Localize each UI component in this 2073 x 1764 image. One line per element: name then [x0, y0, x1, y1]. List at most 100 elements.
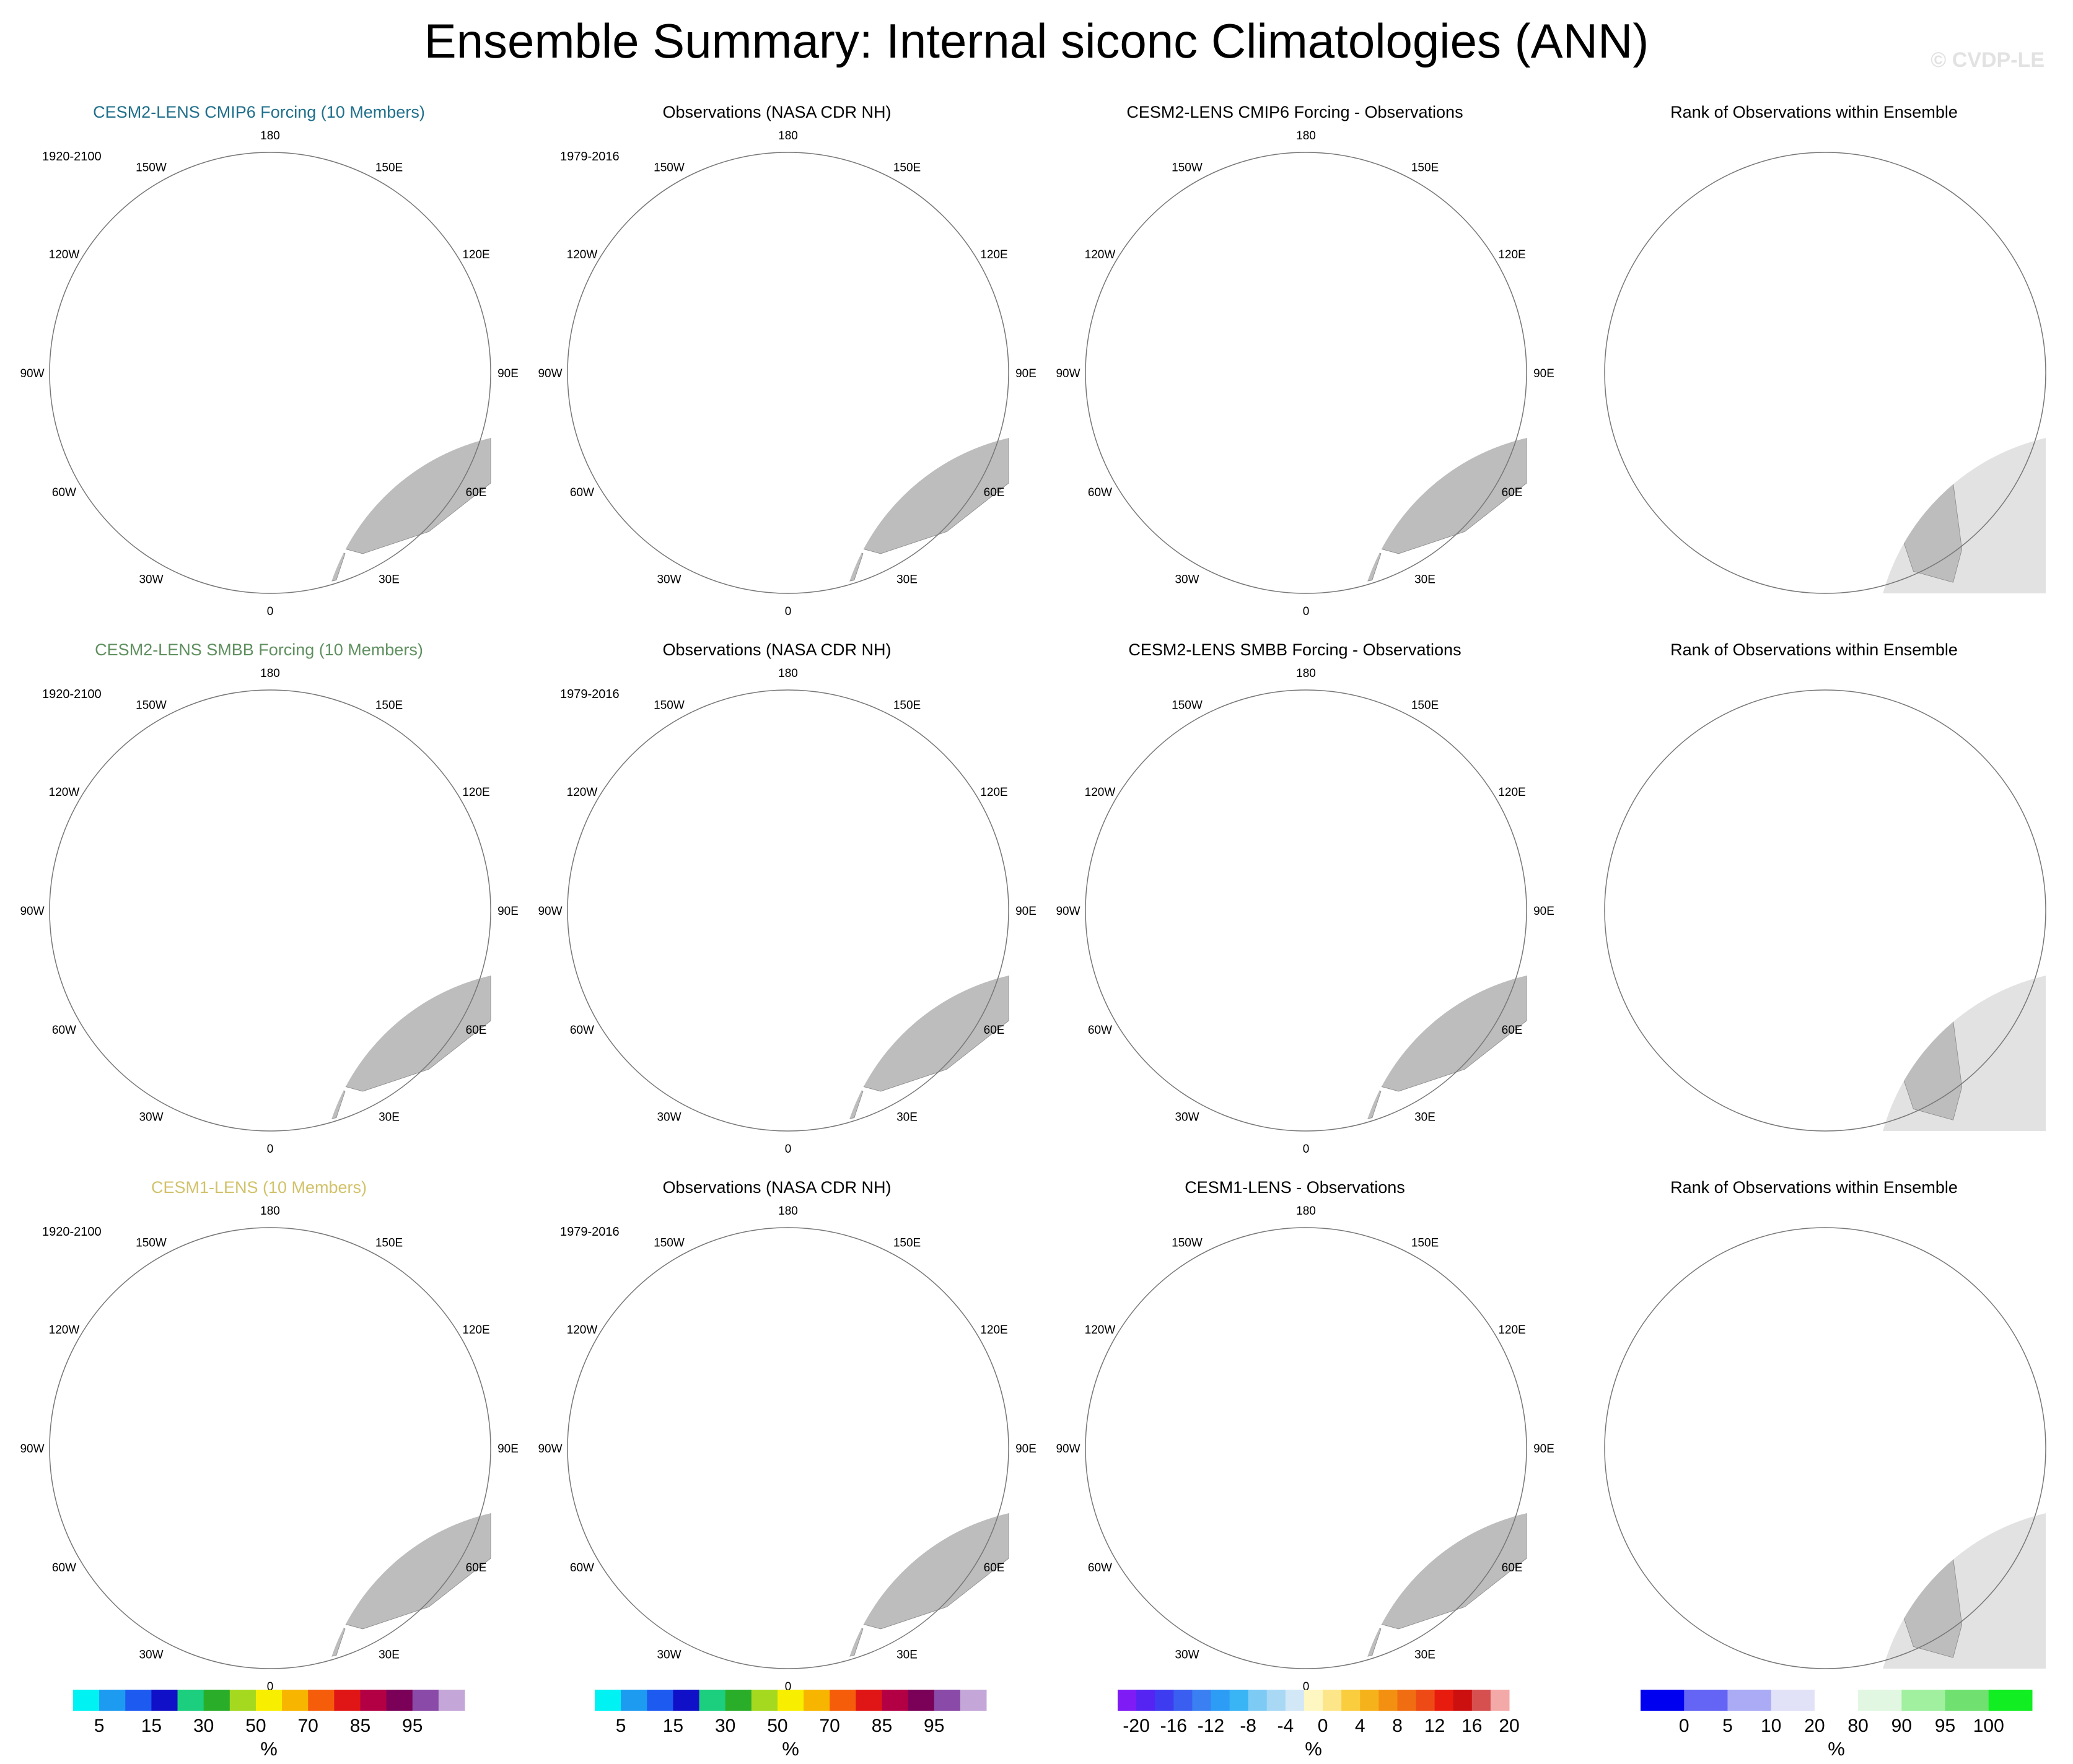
landmass [1356, 970, 1527, 1092]
colorbar-tick-label: 70 [820, 1716, 840, 1736]
colorbar-swatch [1360, 1690, 1379, 1711]
sea-ice-contour-band [742, 315, 835, 408]
colorbar-swatch [125, 1690, 152, 1711]
ocean-background [1875, 1508, 2046, 1669]
longitude-label: 180 [1296, 1205, 1316, 1218]
diff-panel-title: CESM2-LENS SMBB Forcing - Observations [1128, 640, 1462, 659]
map-boundary [49, 689, 491, 1132]
longitude-label: 30W [1175, 574, 1199, 587]
ensemble-panel-title: CESM2-LENS SMBB Forcing (10 Members) [95, 640, 423, 659]
longitude-label: 90W [538, 367, 562, 380]
longitude-label: 0 [267, 1680, 274, 1693]
landmass [838, 1508, 1009, 1630]
landmass [744, 487, 779, 523]
longitude-label: 120W [49, 1324, 80, 1337]
landmass [838, 432, 1009, 554]
colorbar-tick-label: 0 [1679, 1716, 1690, 1736]
colorbar-swatch [1192, 1690, 1211, 1711]
colorbar-swatch [595, 1690, 621, 1711]
longitude-label: 90W [1056, 1443, 1080, 1456]
map-panel-rank: Rank of Observations within Ensemble [1555, 631, 2073, 1169]
longitude-label: 60W [52, 486, 76, 499]
longitude-label: 60E [466, 1561, 487, 1574]
longitude-label: 180 [260, 1205, 280, 1218]
colorbar-swatch [1988, 1690, 2033, 1711]
colorbar-swatch [1155, 1690, 1174, 1711]
colorbar-tick-label: 95 [1935, 1716, 1955, 1736]
longitude-label: 150W [136, 699, 167, 712]
obs-panel-title: Observations (NASA CDR NH) [662, 640, 892, 659]
sea-ice-contour-band [734, 845, 842, 954]
longitude-label: 90E [497, 1443, 518, 1456]
colorbar-tick-label: -20 [1123, 1716, 1149, 1736]
map-panel-obs: 180 150E 120E 90E 60E 30E 0 30W 60W 90W 120W 150W Ob… [518, 631, 1036, 1169]
longitude-label: 90W [1056, 905, 1080, 918]
map-boundary [1604, 1227, 2046, 1669]
longitude-label: 120E [980, 1324, 1007, 1337]
longitude-label: 60E [466, 1024, 487, 1037]
colorbar-tick-label: 50 [245, 1716, 266, 1736]
colorbar-tick-label: 12 [1424, 1716, 1445, 1736]
landmass [1262, 487, 1297, 523]
colorbar-tick-label: 50 [767, 1716, 787, 1736]
colorbar-swatch [255, 1690, 283, 1711]
longitude-label: 90E [1533, 367, 1554, 380]
map-panel-rank: Rank of Observations within Ensemble [1555, 1168, 2073, 1707]
colorbar-tick-label: 100 [1973, 1716, 2004, 1736]
colorbar-swatch [1945, 1690, 1989, 1711]
map-boundary [1085, 152, 1527, 594]
colorbar-swatch [334, 1690, 361, 1711]
ocean-background [1875, 970, 2046, 1131]
polar-map-diff: 180 150E 120E 90E 60E 30E 0 30W 60W 90W 120W 150W [1056, 667, 1554, 1156]
sea-ice-contour-band [742, 1391, 835, 1483]
longitude-label: 90E [497, 905, 518, 918]
map-boundary [567, 152, 1009, 594]
longitude-label: 30E [896, 574, 918, 587]
longitude-label: 180 [778, 667, 798, 680]
landmass [655, 1479, 743, 1537]
polar-map-obs: 180 150E 120E 90E 60E 30E 0 30W 60W 90W 120W 150W [538, 1205, 1036, 1693]
longitude-label: 30E [379, 574, 400, 587]
no-difference-core [1258, 1373, 1333, 1444]
colorbar-swatch [1378, 1690, 1398, 1711]
longitude-label: 0 [785, 1143, 792, 1156]
period-label: 1979-2016 [560, 1225, 620, 1239]
longitude-label: 150E [893, 699, 921, 712]
longitude-label: 150W [1172, 699, 1203, 712]
colorbar-swatch [1341, 1690, 1361, 1711]
longitude-label: 120W [567, 1324, 598, 1337]
ice-edge [838, 432, 866, 475]
colorbar-swatch [1434, 1690, 1454, 1711]
colorbar-swatch [438, 1690, 465, 1711]
longitude-label: 120E [980, 786, 1007, 799]
longitude-label: 30E [1414, 1111, 1435, 1124]
landmass [838, 970, 1009, 1092]
colorbar-tick-label: 4 [1355, 1716, 1365, 1736]
colorbar-swatch [1173, 1690, 1193, 1711]
colorbar-swatch [308, 1690, 335, 1711]
landmass [1931, 236, 1962, 271]
landmass [226, 1563, 261, 1598]
colorbar-swatch [73, 1690, 100, 1711]
map-boundary [1085, 689, 1527, 1132]
longitude-label: 150E [375, 1236, 403, 1249]
map-panel-rank: Rank of Observations within Ensemble [1555, 93, 2073, 632]
longitude-label: 120E [1498, 1324, 1525, 1337]
period-label: 1920-2100 [42, 150, 102, 164]
colorbar-swatch [1858, 1690, 1902, 1711]
diff-panel-title: CESM1-LENS - Observations [1185, 1178, 1405, 1197]
landmass [1173, 941, 1261, 999]
colorbar-swatch [673, 1690, 700, 1711]
longitude-label: 60E [984, 1561, 1005, 1574]
colorbar-tick-label: 16 [1462, 1716, 1482, 1736]
colorbar-tick-label: 5 [1722, 1716, 1733, 1736]
colorbar-tick-label: 5 [94, 1716, 105, 1736]
landmass [1613, 1435, 1746, 1581]
longitude-label: 60W [1088, 486, 1112, 499]
colorbar-swatch [856, 1690, 882, 1711]
longitude-label: 60E [1502, 486, 1523, 499]
longitude-label: 60W [1088, 1561, 1112, 1574]
longitude-label: 60W [570, 1024, 594, 1037]
colorbar-swatch [1814, 1690, 1859, 1711]
colorbar-tick-label: 95 [402, 1716, 423, 1736]
